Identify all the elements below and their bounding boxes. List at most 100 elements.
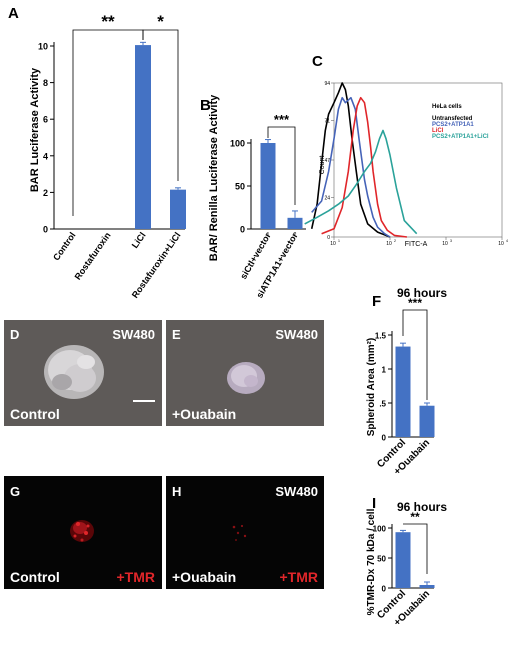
bar — [419, 405, 435, 437]
plot-frame — [333, 82, 503, 238]
histogram-line — [310, 82, 391, 238]
category-label: Rostafuroxin — [73, 230, 113, 281]
bar — [395, 346, 411, 437]
chart-c-legend-item: Untransfected — [432, 116, 473, 122]
significance-stars: ** — [410, 510, 420, 524]
x-tick-exponent: 2 — [394, 239, 396, 243]
bar-number-label: 2 — [294, 232, 297, 238]
y-tick-label: 94 — [324, 81, 330, 87]
chart-i-title: 96 hours — [397, 500, 447, 514]
chart-a-ylabel: BAR Luciferase Activity — [29, 67, 41, 192]
y-tick-label: 50 — [377, 555, 386, 564]
y-tick-label: .5 — [379, 400, 386, 409]
y-tick-label: 10 — [38, 42, 48, 52]
histogram-line — [321, 96, 408, 238]
x-tick-exponent: 4 — [506, 239, 508, 243]
chart-b-ylabel: BAR/ Renilla Luciferase Activity — [208, 94, 220, 261]
bar — [287, 217, 303, 229]
condition-label: Control — [10, 569, 60, 585]
significance-stars: * — [157, 12, 164, 31]
y-tick-label: 47 — [324, 158, 330, 164]
panel-letter-h: H — [172, 484, 181, 499]
y-tick-label: 6 — [43, 115, 48, 125]
cell-line-label: SW480 — [112, 327, 155, 342]
panel-letter-e: E — [172, 327, 181, 342]
cell-line-label: SW480 — [275, 327, 318, 342]
chart-c: Count FITC-A HeLa cells Untransfected PC… — [304, 81, 508, 248]
significance-stars: ** — [101, 12, 115, 31]
significance-stars: *** — [274, 112, 290, 127]
chart-c-xlabel: FITC-A — [405, 241, 428, 248]
spheroid-control — [44, 345, 104, 399]
bar — [170, 189, 186, 229]
chart-f-ylabel: Spheroid Area (mm²) — [366, 338, 377, 437]
panel-letter-b: B — [200, 97, 211, 114]
y-tick-label: 0 — [382, 434, 387, 443]
panel-letter-g: G — [10, 484, 20, 499]
y-tick-label: 50 — [235, 182, 245, 192]
panel-letter-i: I — [372, 495, 376, 512]
y-tick-label: 1 — [382, 366, 387, 375]
chart-c-legend-title: HeLa cells — [432, 104, 462, 110]
histogram-line — [311, 96, 391, 238]
condition-label: +Ouabain — [172, 569, 236, 585]
panel-letter-f: F — [372, 293, 381, 310]
bar — [135, 45, 151, 230]
condition-label: +Ouabain — [172, 406, 236, 422]
chart-b: BAR/ Renilla Luciferase Activity 050100s… — [208, 94, 306, 300]
y-tick-label: 0 — [43, 225, 48, 235]
significance-bracket — [142, 29, 179, 181]
significance-bracket — [402, 309, 428, 400]
y-tick-label: 4 — [43, 151, 48, 161]
image-panel-e: E SW480 +Ouabain — [166, 320, 324, 426]
y-tick-label: 1.5 — [375, 332, 387, 341]
image-panel-g: G Control +TMR — [4, 476, 162, 589]
x-tick-exponent: 1 — [338, 239, 340, 243]
significance-bracket — [72, 29, 144, 216]
tmr-uptake-control — [70, 520, 94, 542]
category-label: Control — [51, 230, 78, 262]
y-tick-label: 100 — [373, 525, 387, 534]
x-tick-label: 10 — [442, 241, 448, 247]
x-tick-label: 10 — [498, 241, 504, 247]
category-label: LiCl — [130, 230, 148, 250]
image-panel-d: D SW480 Control — [4, 320, 162, 426]
bar — [395, 532, 411, 588]
chart-i-ylabel: %TMR-Dx 70 kDa / cell — [366, 508, 377, 615]
chart-c-legend-item: LiCl — [432, 128, 444, 134]
panel-letter-d: D — [10, 327, 19, 342]
significance-stars: *** — [408, 296, 422, 310]
x-tick-exponent: 3 — [450, 239, 452, 243]
significance-bracket — [403, 523, 428, 574]
stain-label: +TMR — [280, 569, 319, 585]
chart-c-ylabel: Count — [319, 156, 326, 175]
image-h-background — [166, 476, 324, 589]
panel-letter-a: A — [8, 5, 19, 22]
chart-f-title: 96 hours — [397, 286, 447, 300]
y-tick-label: 24 — [324, 196, 330, 202]
y-tick-label: 0 — [382, 585, 387, 594]
y-tick-label: 0 — [240, 225, 245, 235]
tmr-uptake-ouabain — [232, 525, 247, 541]
chart-c-legend-item: PCS2+ATP1A1+LiCl — [432, 134, 489, 140]
y-tick-label: 8 — [43, 78, 48, 88]
stain-label: +TMR — [117, 569, 156, 585]
bar-number-label: 1 — [267, 232, 270, 238]
chart-i: 96 hours %TMR-Dx 70 kDa / cell 050100Con… — [366, 500, 447, 629]
cell-line-label: SW480 — [275, 484, 318, 499]
bar — [260, 143, 276, 229]
chart-c-legend-item: PCS2+ATP1A1 — [432, 122, 474, 128]
histogram-line — [304, 129, 418, 235]
y-tick-label: 2 — [43, 188, 48, 198]
y-tick-label: 0 — [327, 235, 330, 241]
scale-bar — [133, 400, 155, 402]
image-panel-h: H SW480 +Ouabain +TMR — [166, 476, 324, 589]
y-tick-label: 100 — [230, 139, 245, 149]
condition-label: Control — [10, 406, 60, 422]
spheroid-ouabain — [227, 362, 265, 394]
panel-letter-c: C — [312, 53, 323, 70]
x-tick-label: 10 — [386, 241, 392, 247]
bar — [419, 585, 435, 588]
significance-bracket — [267, 126, 296, 205]
